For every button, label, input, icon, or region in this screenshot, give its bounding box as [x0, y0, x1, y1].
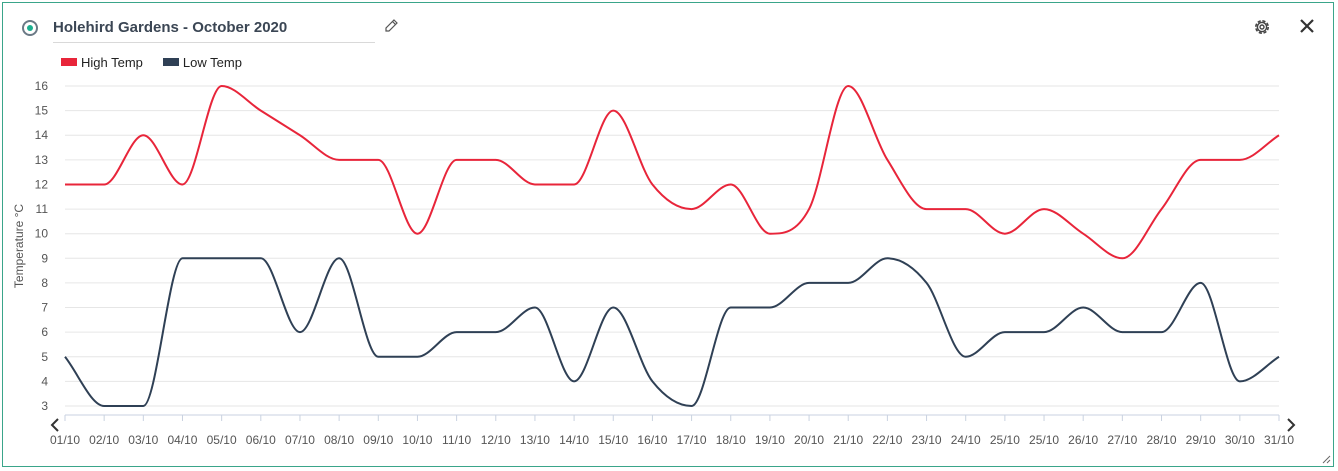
- legend-item-low[interactable]: Low Temp: [162, 54, 242, 70]
- x-tick-label: 19/10: [755, 433, 785, 447]
- chart-title-field[interactable]: Holehird Gardens - October 2020: [53, 16, 375, 43]
- y-tick-label: 8: [41, 276, 48, 290]
- scroll-right-icon[interactable]: [1287, 418, 1296, 432]
- x-tick-label: 21/10: [833, 433, 863, 447]
- x-tick-label: 25/10: [990, 433, 1020, 447]
- y-tick-label: 15: [35, 104, 49, 118]
- legend-label-high: High Temp: [81, 54, 143, 70]
- legend-item-high[interactable]: High Temp: [61, 55, 143, 70]
- x-tick-label: 27/10: [1107, 433, 1137, 447]
- x-tick-label: 04/10: [167, 433, 197, 447]
- x-tick-label: 31/10: [1264, 433, 1294, 447]
- series-line-high-temp: [64, 85, 1280, 260]
- x-tick-label: 20/10: [794, 433, 824, 447]
- x-tick-label: 28/10: [1147, 433, 1177, 447]
- x-tick-label: 08/10: [324, 433, 354, 447]
- panel-header: Holehird Gardens - October 2020: [3, 3, 1333, 51]
- x-tick-label: 14/10: [559, 433, 589, 447]
- x-tick-label: 06/10: [246, 433, 276, 447]
- y-tick-label: 13: [35, 153, 49, 167]
- x-tick-label: 05/10: [207, 433, 237, 447]
- y-tick-label: 14: [35, 128, 49, 142]
- x-tick-label: 26/10: [1068, 433, 1098, 447]
- x-tick-label: 22/10: [872, 433, 902, 447]
- select-radio[interactable]: [22, 20, 38, 36]
- series-line-low-temp: [64, 257, 1280, 407]
- x-tick-label: 03/10: [128, 433, 158, 447]
- x-tick-label: 09/10: [363, 433, 393, 447]
- y-tick-label: 6: [41, 325, 48, 339]
- y-tick-label: 5: [41, 350, 48, 364]
- y-tick-label: 10: [35, 227, 49, 241]
- x-tick-label: 10/10: [402, 433, 432, 447]
- x-tick-label: 30/10: [1225, 433, 1255, 447]
- x-tick-label: 07/10: [285, 433, 315, 447]
- y-tick-label: 3: [41, 399, 48, 413]
- x-tick-label: 15/10: [598, 433, 628, 447]
- x-tick-label: 16/10: [637, 433, 667, 447]
- x-tick-label: 11/10: [442, 433, 471, 447]
- legend-swatch-low: [162, 58, 179, 66]
- x-tick-label: 29/10: [1186, 433, 1216, 447]
- x-tick-label: 18/10: [716, 433, 746, 447]
- y-tick-label: 7: [41, 301, 48, 315]
- resize-handle-icon[interactable]: [1321, 454, 1331, 464]
- x-tick-label: 23/10: [912, 433, 942, 447]
- y-tick-label: 4: [41, 374, 48, 388]
- legend-label-low: Low Temp: [182, 54, 242, 70]
- chart-legend: High Temp Low Temp: [61, 53, 262, 71]
- x-tick-label: 01/10: [50, 433, 80, 447]
- radio-dot: [27, 25, 33, 31]
- line-chart: 3 4 5 6 7 8 9 10 11 12 13 14 15 16 Temperature °C 01/10…: [12, 79, 1296, 447]
- legend-swatch-high: [61, 58, 77, 66]
- gear-icon[interactable]: [1252, 17, 1272, 37]
- close-icon[interactable]: [1299, 18, 1315, 34]
- scroll-left-icon[interactable]: [50, 418, 59, 432]
- x-tick-label: 13/10: [520, 433, 550, 447]
- y-tick-label: 12: [35, 177, 49, 191]
- y-axis-title: Temperature °C: [12, 204, 26, 288]
- x-tick-label: 12/10: [481, 433, 511, 447]
- x-tick-label: 25/10: [1029, 433, 1059, 447]
- y-tick-label: 16: [35, 79, 49, 93]
- x-tick-label: 24/10: [951, 433, 981, 447]
- y-tick-label: 9: [41, 251, 48, 265]
- x-tick-label: 02/10: [89, 433, 119, 447]
- pencil-icon[interactable]: [383, 18, 399, 34]
- x-tick-label: 17/10: [677, 433, 707, 447]
- y-tick-label: 11: [36, 202, 49, 216]
